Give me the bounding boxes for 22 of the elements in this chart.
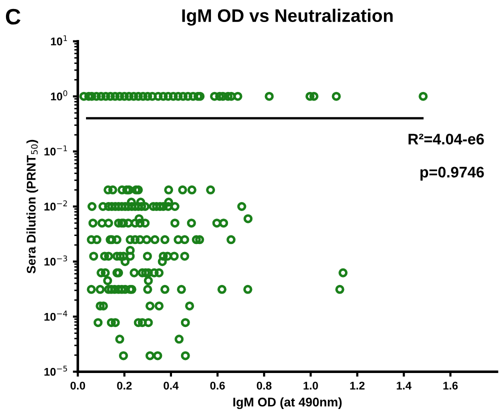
y-tick-label: 10$^{0}$: [51, 90, 68, 100]
x-tick-label: 0.4: [164, 382, 179, 390]
x-tick-label: 0.8: [256, 382, 272, 390]
y-tick-label: 10$^{−1}$: [44, 145, 67, 156]
chart-title: IgM OD vs Neutralization: [182, 8, 393, 26]
x-tick-label: 1.0: [304, 382, 318, 390]
annotation: p=0.9746: [420, 166, 484, 181]
y-tick-label: 10$^{−4}$: [44, 310, 68, 321]
x-tick-label: 0.0: [70, 382, 86, 390]
x-tick-label: 0.2: [117, 382, 132, 390]
x-tick-label: 1.4: [396, 382, 412, 390]
y-tick-label: 10$^{−5}$: [44, 366, 68, 376]
x-tick-label: 0.6: [210, 382, 225, 390]
x-axis-title: IgM OD (at 490nm): [233, 397, 342, 410]
y-tick-label: 10$^{−3}$: [44, 255, 68, 266]
text: C: [6, 8, 20, 25]
y-axis-title: Sera Dilution (PRNT$_{50}$): [26, 140, 38, 274]
x-tick-label: 1.6: [443, 382, 458, 390]
y-tick-label: 10$^{1}$: [51, 35, 68, 46]
annotation: R²=4.04-e6: [408, 134, 484, 145]
x-tick-label: 1.2: [350, 382, 365, 390]
y-tick-label: 10$^{−2}$: [44, 200, 67, 211]
